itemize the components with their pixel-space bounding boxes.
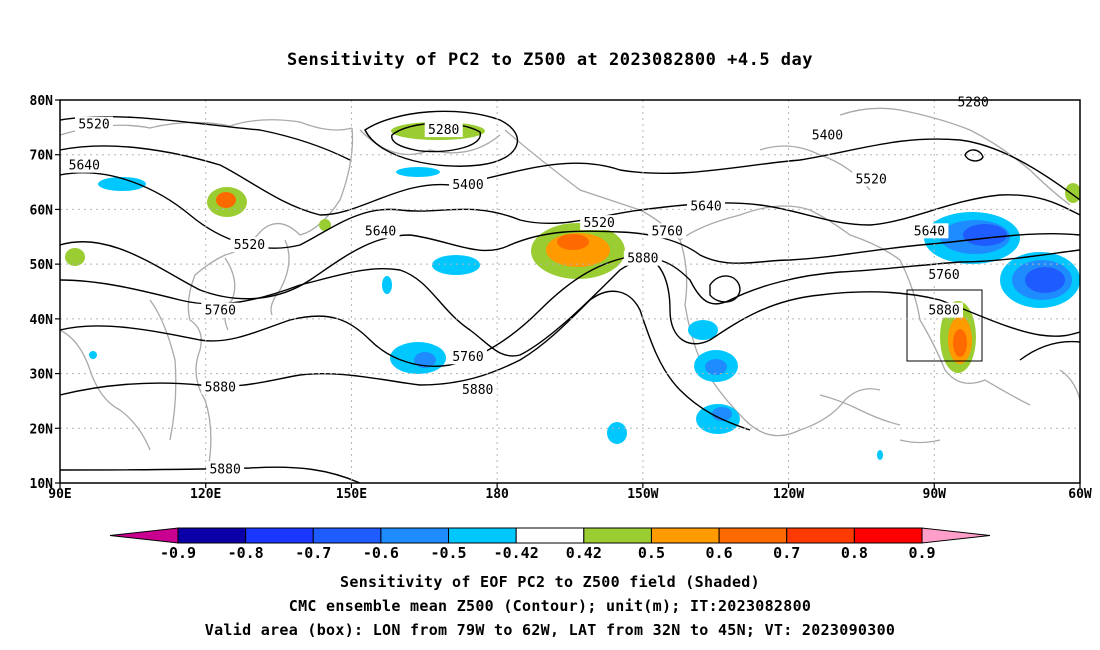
colorbar-high-extension: [921, 527, 991, 544]
contour-label: 5520: [580, 215, 619, 231]
contour-label: 5640: [687, 198, 725, 215]
svg-text:5880: 5880: [205, 380, 236, 395]
svg-text:5880: 5880: [928, 304, 959, 319]
contour-label: 5280: [424, 122, 463, 138]
contour-label: 5880: [206, 461, 245, 477]
colorbar-tick-label: -0.42: [494, 544, 539, 562]
colorbar-tick-label: -0.7: [295, 544, 331, 562]
contour-label: 5640: [65, 157, 104, 174]
contour-label: 5520: [230, 236, 269, 253]
svg-text:5760: 5760: [651, 224, 682, 239]
svg-text:5760: 5760: [205, 304, 236, 319]
plot-frame: [59, 99, 1081, 484]
colorbar-tick-label: 0.6: [706, 544, 733, 562]
lon-tick-label: 120W: [773, 487, 804, 502]
colorbar-tick-label: -0.8: [228, 544, 264, 562]
svg-text:5520: 5520: [78, 118, 109, 133]
contour-label: 5880: [458, 381, 497, 398]
colorbar-swatch: [380, 527, 450, 544]
colorbar-swatch: [515, 527, 585, 544]
lon-tick-label: 120E: [190, 487, 221, 502]
contour-label: 5760: [201, 302, 240, 319]
footer-line-valid-area: Valid area (box): LON from 79W to 62W, L…: [204, 621, 896, 639]
colorbar-swatch: [718, 527, 788, 544]
svg-text:5640: 5640: [69, 159, 100, 174]
lat-tick-label: 80N: [30, 94, 54, 109]
colorbar-tick-label: 0.42: [566, 544, 602, 562]
svg-text:5880: 5880: [462, 383, 493, 398]
svg-text:5640: 5640: [690, 200, 721, 215]
colorbar-swatch: [245, 527, 314, 544]
colorbar-tick-label: -0.9: [160, 544, 196, 562]
svg-text:5760: 5760: [928, 268, 959, 283]
contour-label: 5400: [449, 176, 487, 193]
lon-axis: 90E 120E 150E 180 150W 120W 90W 60W: [48, 483, 1092, 502]
lat-tick-label: 10N: [30, 477, 54, 492]
lat-tick-label: 30N: [30, 368, 54, 383]
contour-label: 5880: [925, 302, 963, 319]
colorbar-tick-label: 0.9: [908, 544, 935, 562]
valid-area-box: [906, 289, 983, 362]
height-contours: [60, 110, 1080, 483]
lon-tick-label: 180: [485, 487, 509, 502]
lat-tick-label: 20N: [30, 422, 54, 437]
svg-text:5400: 5400: [812, 129, 843, 144]
colorbar-swatch: [786, 527, 855, 544]
lat-tick-label: 50N: [30, 258, 54, 273]
colorbar-swatch: [448, 527, 517, 544]
svg-text:5520: 5520: [234, 238, 265, 253]
contour-label: 5760: [648, 223, 687, 239]
lat-axis: 80N 70N 60N 50N 40N 30N 20N 10N: [30, 94, 60, 492]
colorbar-swatch: [650, 527, 720, 544]
lat-tick-label: 60N: [30, 203, 54, 218]
contour-label: 5520: [852, 171, 891, 187]
lon-tick-label: 150W: [627, 487, 658, 502]
svg-text:5640: 5640: [365, 224, 396, 239]
contour-label: 5880: [623, 250, 662, 267]
svg-text:5520: 5520: [583, 216, 614, 231]
colorbar-swatch: [312, 527, 382, 544]
colorbar-low-extension: [109, 527, 179, 544]
lon-tick-label: 60W: [1068, 487, 1092, 502]
contour-label: 5880: [201, 379, 240, 395]
svg-text:5400: 5400: [452, 178, 483, 193]
lon-tick-label: 90E: [48, 487, 71, 502]
contour-label: 5520: [75, 116, 113, 133]
footer-line-contour: CMC ensemble mean Z500 (Contour); unit(m…: [288, 597, 812, 615]
svg-text:5520: 5520: [855, 172, 886, 187]
lon-tick-label: 90W: [923, 487, 947, 502]
gridlines: [60, 100, 1080, 483]
colorbar-tick-label: 0.5: [638, 544, 665, 562]
contour-label: 5760: [449, 349, 487, 365]
svg-text:5880: 5880: [209, 462, 240, 477]
contour-label: 5400: [808, 127, 847, 144]
lon-tick-label: 150E: [336, 487, 367, 502]
colorbar-tick-label: -0.5: [430, 544, 466, 562]
contour-labels: 5280528054005400552055205520552056405640…: [65, 94, 993, 477]
colorbar-swatch: [583, 527, 652, 544]
chart-title: Sensitivity of PC2 to Z500 at 2023082800…: [286, 50, 813, 70]
colorbar-tick-label: 0.8: [841, 544, 868, 562]
colorbar-swatch: [853, 527, 923, 544]
footer-line-shading: Sensitivity of EOF PC2 to Z500 field (Sh…: [340, 573, 760, 591]
colorbar-swatch: [177, 527, 247, 544]
colorbar-tick-label: 0.7: [773, 544, 800, 562]
lat-tick-label: 40N: [30, 313, 54, 328]
lat-tick-label: 70N: [30, 149, 54, 164]
contour-label: 5640: [361, 223, 400, 239]
contour-label: 5640: [910, 223, 949, 239]
svg-text:5880: 5880: [627, 252, 658, 267]
svg-text:5640: 5640: [914, 224, 945, 239]
svg-text:5280: 5280: [428, 123, 459, 138]
contour-label: 5760: [925, 267, 963, 283]
svg-text:5760: 5760: [452, 350, 483, 365]
colorbar-tick-label: -0.6: [363, 544, 399, 562]
